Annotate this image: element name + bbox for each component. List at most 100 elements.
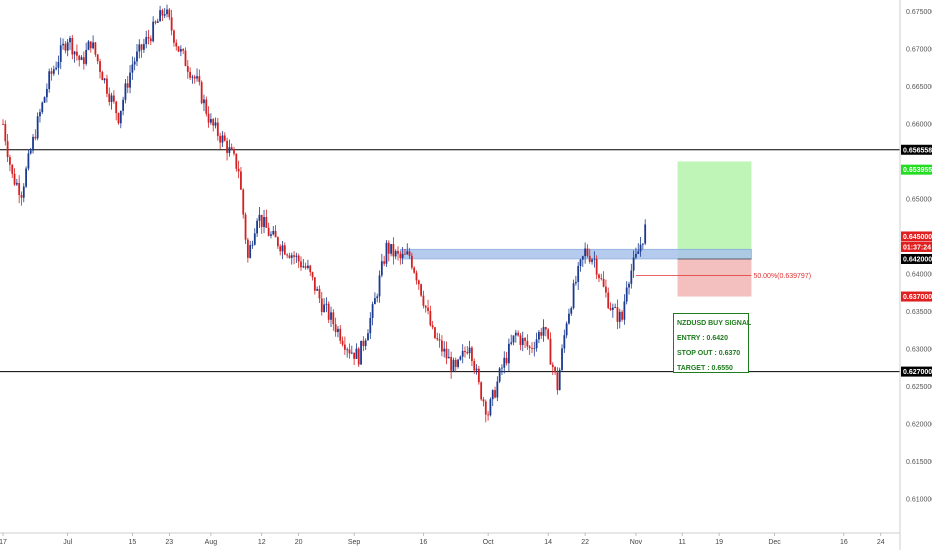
candle bbox=[579, 258, 582, 272]
candle bbox=[43, 96, 46, 103]
candle-body bbox=[581, 256, 584, 260]
candle-body bbox=[43, 97, 46, 103]
candle-body bbox=[404, 253, 406, 255]
candle bbox=[471, 345, 473, 367]
candle-body bbox=[244, 214, 247, 240]
candle bbox=[397, 246, 399, 261]
candle-body bbox=[454, 359, 457, 367]
candle bbox=[143, 38, 145, 54]
candle bbox=[533, 341, 536, 357]
candle-body bbox=[325, 303, 328, 305]
candle bbox=[230, 143, 233, 151]
candle-body bbox=[136, 51, 138, 62]
candle bbox=[191, 74, 194, 84]
candle bbox=[200, 80, 203, 105]
candle-body bbox=[524, 338, 526, 341]
candle bbox=[80, 55, 83, 61]
candle bbox=[274, 225, 277, 238]
candle bbox=[82, 51, 85, 70]
candle bbox=[122, 96, 125, 116]
candle-body bbox=[154, 21, 157, 23]
candle bbox=[323, 298, 325, 313]
candle bbox=[25, 166, 27, 188]
candle bbox=[11, 164, 14, 178]
candle-body bbox=[611, 307, 614, 310]
candle-body bbox=[586, 248, 589, 256]
candle bbox=[276, 236, 279, 249]
candle-body bbox=[311, 272, 314, 278]
candle-body bbox=[572, 283, 575, 309]
candle-body bbox=[630, 270, 633, 284]
candle bbox=[554, 366, 556, 375]
candle-body bbox=[466, 352, 469, 354]
fib-layer: 50.00%(0.639797) bbox=[635, 273, 811, 280]
candle-body bbox=[36, 116, 39, 139]
candle bbox=[348, 343, 351, 359]
candles-layer bbox=[2, 4, 647, 423]
candle bbox=[316, 286, 319, 291]
candle-body bbox=[494, 390, 496, 398]
candle bbox=[480, 381, 483, 401]
candle-body bbox=[544, 327, 547, 330]
candle bbox=[362, 336, 365, 352]
candle-body bbox=[112, 95, 115, 102]
candle bbox=[334, 317, 337, 337]
candle-body bbox=[189, 71, 192, 78]
candle bbox=[447, 348, 450, 359]
candle bbox=[4, 120, 7, 146]
candle-body bbox=[288, 255, 291, 258]
candle-body bbox=[57, 61, 60, 68]
candle-body bbox=[376, 296, 379, 299]
candle-body bbox=[198, 76, 201, 83]
candle bbox=[189, 67, 192, 80]
candle-body bbox=[138, 44, 141, 52]
candle bbox=[186, 60, 189, 79]
time-tick-label: Oct bbox=[483, 539, 494, 546]
candle bbox=[304, 262, 307, 270]
candle bbox=[538, 329, 540, 344]
candle-body bbox=[39, 112, 41, 117]
candle bbox=[632, 250, 635, 278]
candle-body bbox=[193, 76, 196, 79]
candle bbox=[219, 132, 222, 150]
candle bbox=[343, 336, 346, 355]
candle-body bbox=[87, 41, 90, 50]
candle-body bbox=[182, 49, 185, 51]
candle-body bbox=[29, 150, 32, 154]
candle-body bbox=[434, 327, 436, 339]
time-tick-label: 17 bbox=[0, 539, 7, 546]
candle-body bbox=[600, 278, 603, 279]
candle-body bbox=[207, 113, 210, 123]
candle bbox=[288, 252, 291, 259]
candle-body bbox=[163, 14, 166, 16]
candle bbox=[108, 87, 111, 106]
candle bbox=[547, 327, 550, 340]
candle bbox=[584, 242, 587, 264]
candle bbox=[438, 333, 441, 348]
candle-body bbox=[304, 266, 307, 268]
candle-body bbox=[205, 99, 208, 114]
candle-body bbox=[256, 220, 258, 234]
candle-body bbox=[89, 41, 92, 49]
time-axis[interactable]: 17 Jul 15 23 Aug 12 20 Sep 16 Oct 14 22 Nov 11 19 Dec 16… bbox=[0, 532, 900, 546]
candle bbox=[422, 290, 425, 309]
candle bbox=[154, 20, 157, 25]
candle-body bbox=[637, 251, 640, 254]
price-tag-bg bbox=[901, 164, 932, 175]
candle bbox=[399, 251, 402, 265]
candle bbox=[570, 306, 573, 316]
candle-body bbox=[200, 82, 203, 104]
candle bbox=[214, 117, 217, 129]
stop-zone bbox=[677, 258, 752, 297]
candle bbox=[59, 37, 62, 70]
candle-body bbox=[480, 382, 483, 400]
time-tick-label: 23 bbox=[165, 539, 173, 546]
candle-body bbox=[413, 267, 416, 273]
candle bbox=[18, 175, 21, 204]
candle-body bbox=[237, 168, 240, 172]
